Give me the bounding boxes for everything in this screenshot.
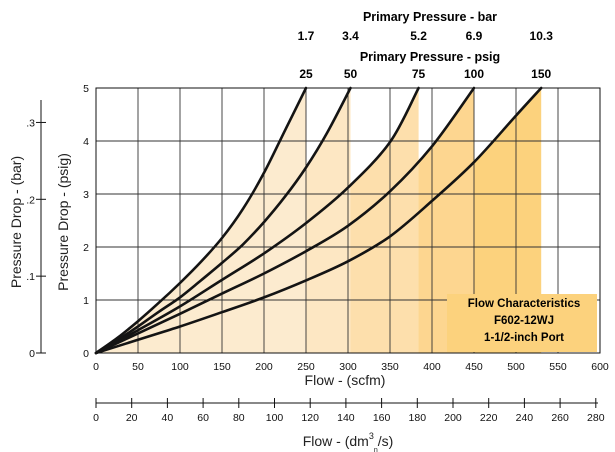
- top-psig-label: 150: [531, 67, 551, 81]
- top-bar-label: 3.4: [342, 29, 359, 43]
- x2-title-main: Flow - (dm: [303, 433, 369, 449]
- curve-25: [94, 86, 308, 355]
- chart-title: Flow Characteristics: [468, 298, 580, 310]
- y2-tick-label: .1: [26, 271, 35, 283]
- x2-tick-label: 40: [162, 412, 174, 424]
- x-tick-label: 350: [381, 361, 399, 373]
- x-tick-label: 0: [93, 361, 99, 373]
- x2-tick-label: 160: [373, 412, 391, 424]
- x2-tick-label: 80: [233, 412, 245, 424]
- y-tick-label: 5: [83, 83, 89, 95]
- x2-title-sub: n: [374, 447, 378, 452]
- y-tick-label: 3: [83, 189, 89, 201]
- x-tick-labels: 0 50 100 150 200 250 300 350 400 450 500 550 600: [93, 361, 609, 373]
- x-tick-label: 450: [465, 361, 483, 373]
- x-tick-label: 550: [549, 361, 567, 373]
- curve-150: [94, 86, 543, 355]
- x2-tick-label: 180: [409, 412, 427, 424]
- top-psig-labels: 25 50 75 100 150: [299, 67, 551, 81]
- top-title-psig: Primary Pressure - psig: [360, 50, 500, 64]
- chart-subtitle-1: F602-12WJ: [494, 315, 554, 327]
- x2-axis-title: Flow - (dm3 n/s): [303, 431, 394, 452]
- curve-75: [94, 86, 420, 355]
- x2-tick-label: 100: [266, 412, 284, 424]
- x2-title-tail: /s): [378, 433, 394, 449]
- y-tick-label: 4: [83, 136, 89, 148]
- x-tick-label: 400: [423, 361, 441, 373]
- x2-tick-label: 260: [551, 412, 569, 424]
- x-tick-label: 150: [213, 361, 231, 373]
- x2-tick-label: 280: [587, 412, 605, 424]
- plot-frame: [95, 87, 601, 354]
- x-tick-label: 200: [255, 361, 273, 373]
- top-bar-labels: 1.7 3.4 5.2 6.9 10.3: [298, 29, 554, 43]
- flow-curves: [94, 86, 543, 355]
- y2-axis: 0 .1 .2 .3: [26, 117, 46, 360]
- x2-title-sup: 3: [369, 431, 374, 441]
- fill-area-25: [96, 88, 306, 353]
- legend-box-bg: [447, 294, 597, 352]
- y-tick-label: 0: [83, 348, 89, 360]
- curve-100: [94, 86, 476, 355]
- y-axis-title: Pressure Drop - (psig): [55, 153, 71, 291]
- top-bar-label: 6.9: [466, 29, 483, 43]
- curve-50: [94, 86, 352, 355]
- y2-axis-title: Pressure Drop - (bar): [8, 156, 24, 288]
- x-tick-label: 600: [591, 361, 609, 373]
- x-axis-title: Flow - (scfm): [305, 372, 386, 388]
- top-psig-label: 25: [299, 67, 313, 81]
- x2-tick-label: 120: [301, 412, 319, 424]
- y2-tick-label: 0: [29, 348, 35, 360]
- x2-tick-label: 0: [93, 412, 99, 424]
- x-tick-label: 300: [339, 361, 357, 373]
- x2-tick-label: 220: [480, 412, 498, 424]
- fill-areas: [96, 88, 542, 353]
- y2-tick-label: .3: [26, 117, 35, 129]
- y-tick-label: 1: [83, 295, 89, 307]
- y2-tick-label: .2: [26, 194, 35, 206]
- y-tick-label: 2: [83, 242, 89, 254]
- top-psig-label: 75: [412, 67, 426, 81]
- top-bar-label: 5.2: [410, 29, 427, 43]
- top-psig-label: 50: [344, 67, 358, 81]
- chart-subtitle-2: 1-1/2-inch Port: [484, 332, 564, 344]
- x-tick-label: 100: [171, 361, 189, 373]
- x-tick-label: 250: [297, 361, 315, 373]
- x2-tick-label: 60: [197, 412, 209, 424]
- x2-tick-label: 140: [337, 412, 355, 424]
- top-title-bar: Primary Pressure - bar: [363, 10, 497, 24]
- x2-axis: 0 20 40 60 80 100 120 140 160 180 200 220 240 260 280: [93, 398, 605, 424]
- x-tick-label: 50: [132, 361, 144, 373]
- x2-tick-label: 200: [444, 412, 462, 424]
- top-bar-label: 10.3: [530, 29, 554, 43]
- top-bar-label: 1.7: [298, 29, 315, 43]
- x-tick-label: 500: [507, 361, 525, 373]
- x2-tick-label: 240: [516, 412, 534, 424]
- y-tick-labels: 0 1 2 3 4 5: [83, 83, 89, 360]
- x2-tick-label: 20: [126, 412, 138, 424]
- top-psig-label: 100: [464, 67, 484, 81]
